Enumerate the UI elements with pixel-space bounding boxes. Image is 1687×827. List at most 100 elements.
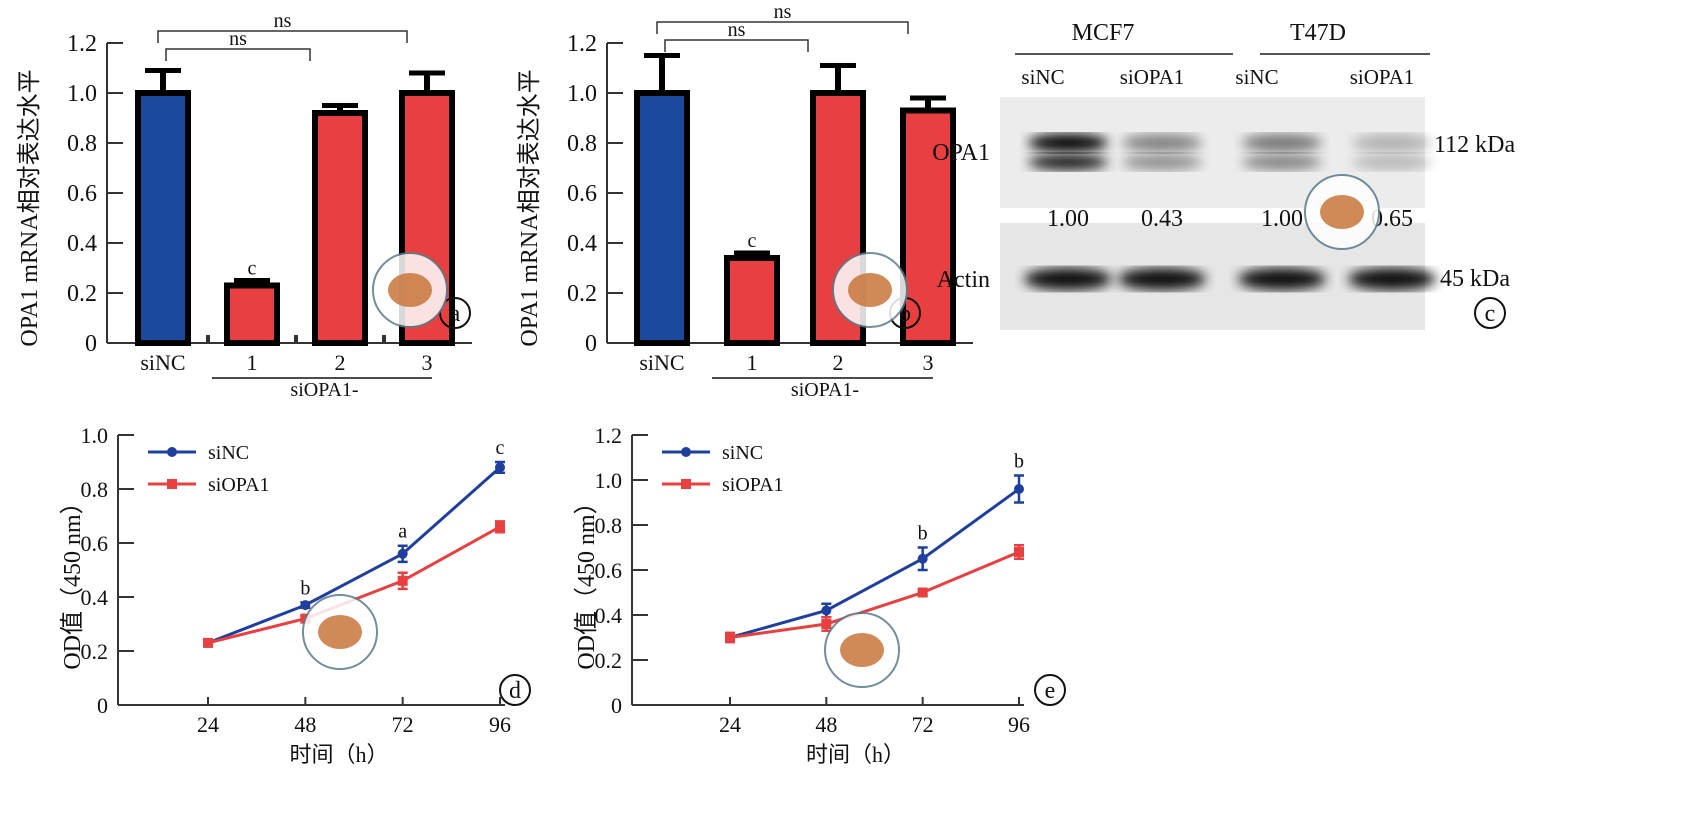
- x-axis-label: 时间（h）: [806, 742, 905, 767]
- watermark-seal-map: [318, 615, 362, 649]
- quantification-value: 0.43: [1141, 206, 1183, 232]
- panel-label-circle: [499, 674, 531, 706]
- significance-label: ns: [274, 10, 292, 32]
- x-tick-label: 48: [294, 712, 316, 737]
- bar-1: [224, 282, 280, 346]
- x-tick-label: 96: [489, 712, 511, 737]
- y-tick-label: 1.2: [595, 423, 623, 448]
- cell-line-label: MCF7: [1072, 20, 1135, 46]
- watermark-seal-map: [840, 633, 884, 667]
- actin-band: [1348, 268, 1436, 290]
- panel-label: e: [1045, 678, 1056, 704]
- watermark-seal-map: [848, 273, 892, 307]
- legend-label: siNC: [208, 442, 249, 464]
- y-tick-label: 1.0: [595, 468, 623, 493]
- significance-label: b: [1014, 451, 1024, 473]
- significance-label: ns: [728, 19, 746, 41]
- y-tick-label: 1.0: [67, 81, 97, 107]
- significance-label: c: [248, 258, 257, 280]
- x-tick-label: 2: [335, 350, 346, 375]
- opa1-band-lower: [1352, 154, 1432, 170]
- row-label: Actin: [937, 267, 990, 293]
- watermark-seal-map: [1320, 195, 1364, 229]
- y-tick-label: 0: [611, 693, 622, 718]
- significance-bracket: [165, 48, 311, 61]
- group-label: siOPA1-: [791, 379, 859, 401]
- x-tick-label: 2: [833, 350, 844, 375]
- legend-marker: [167, 479, 177, 489]
- y-tick-label: 0.4: [67, 231, 97, 257]
- size-label: 112 kDa: [1434, 132, 1515, 158]
- data-point-siOPA1: [1014, 547, 1024, 557]
- data-point-siNC: [821, 605, 832, 616]
- y-axis-label: OPA1 mRNA相对表达水平: [16, 69, 43, 346]
- y-tick-label: 0.2: [595, 648, 623, 673]
- data-point-siNC: [300, 600, 311, 611]
- y-tick-label: 1.0: [81, 423, 109, 448]
- y-tick-label: 0.6: [567, 181, 597, 207]
- lane-label: siOPA1: [1350, 65, 1415, 89]
- lane-label: siOPA1: [1120, 65, 1185, 89]
- legend-marker: [681, 447, 691, 457]
- y-tick-label: 0: [97, 693, 108, 718]
- panel-label: d: [509, 678, 521, 704]
- y-tick-label: 0.2: [81, 639, 109, 664]
- significance-bracket: [664, 39, 809, 52]
- opa1-band-lower: [1122, 154, 1202, 170]
- opa1-band-upper: [1122, 134, 1202, 152]
- data-point-siNC: [397, 548, 408, 559]
- bar-siNC: [634, 90, 690, 346]
- lane-label: siNC: [1021, 65, 1064, 89]
- legend-label: siOPA1: [208, 474, 270, 496]
- y-tick-label: 1.2: [67, 31, 97, 57]
- bar-siNC: [135, 90, 191, 346]
- series-line-siNC: [729, 487, 1020, 639]
- legend-label: siNC: [722, 442, 763, 464]
- y-axis-label: OD值（450 nm）: [573, 490, 600, 669]
- x-tick-label: 1: [747, 350, 758, 375]
- opa1-band-upper: [1242, 134, 1322, 152]
- watermark-seal-map: [388, 273, 432, 307]
- group-label: siOPA1-: [290, 379, 358, 401]
- y-tick-label: 0.6: [81, 531, 109, 556]
- significance-label: b: [918, 523, 928, 545]
- data-point-siOPA1: [495, 521, 505, 532]
- size-label: 45 kDa: [1440, 266, 1510, 292]
- x-tick-label: 3: [422, 350, 433, 375]
- x-tick-label: 3: [923, 350, 934, 375]
- y-tick-label: 0.8: [67, 131, 97, 157]
- actin-band: [1238, 268, 1326, 290]
- legend-marker: [681, 479, 691, 489]
- data-point-siOPA1: [397, 575, 408, 586]
- x-tick-label: 24: [719, 712, 741, 737]
- y-tick-label: 0: [585, 331, 597, 357]
- data-point-siOPA1: [203, 637, 213, 648]
- quantification-value: 1.00: [1261, 206, 1303, 232]
- bar-2: [312, 110, 368, 346]
- significance-label: c: [748, 230, 757, 252]
- data-point-siNC: [495, 462, 505, 473]
- y-tick-label: 0.6: [595, 558, 623, 583]
- significance-label: b: [300, 577, 310, 599]
- y-tick-label: 0.2: [567, 281, 597, 307]
- x-tick-label: 1: [247, 350, 258, 375]
- significance-label: ns: [774, 1, 792, 23]
- significance-bracket: [656, 21, 909, 34]
- x-tick-label: 72: [912, 712, 934, 737]
- cell-line-label: T47D: [1290, 20, 1346, 46]
- y-axis-label: OD值（450 nm）: [59, 490, 86, 669]
- x-tick-label: 48: [815, 712, 837, 737]
- series-line-siOPA1: [729, 550, 1020, 639]
- panel-label-circle: [1474, 297, 1506, 329]
- series-line-siNC: [207, 466, 501, 645]
- x-tick-label: 96: [1008, 712, 1030, 737]
- data-point-siOPA1: [725, 632, 735, 643]
- data-point-siNC: [917, 553, 928, 564]
- data-point-siNC: [1014, 484, 1024, 494]
- significance-bracket: [157, 30, 408, 43]
- quantification-value: 1.00: [1047, 206, 1089, 232]
- significance-label: c: [496, 437, 505, 459]
- bar-1: [724, 255, 780, 346]
- bar-3: [900, 107, 956, 346]
